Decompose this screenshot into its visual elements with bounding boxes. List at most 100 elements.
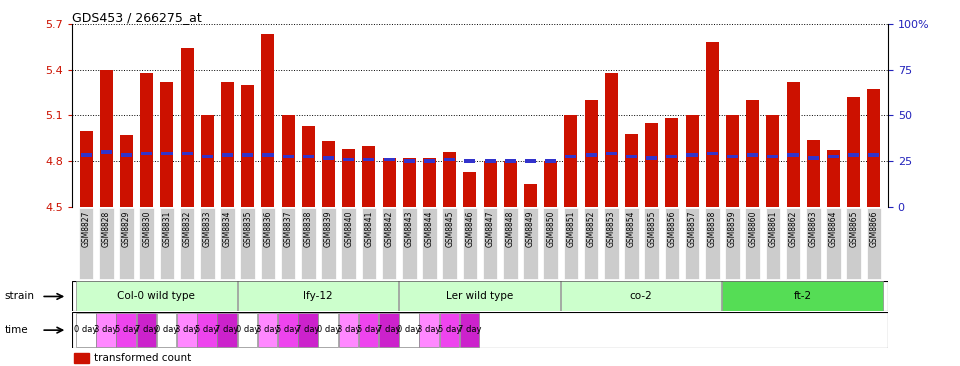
Bar	[362, 146, 375, 207]
Bar	[180, 48, 194, 207]
Bar	[120, 135, 133, 207]
Text: GSM8834: GSM8834	[223, 210, 232, 247]
Bar	[707, 152, 718, 155]
Bar	[465, 159, 475, 163]
Bar	[221, 82, 234, 207]
Bar	[80, 131, 93, 207]
Bar	[766, 115, 780, 207]
Bar	[444, 158, 455, 161]
FancyBboxPatch shape	[79, 208, 93, 279]
Bar	[767, 155, 779, 158]
Text: Ler wild type: Ler wild type	[445, 291, 514, 301]
Bar	[726, 115, 739, 207]
Text: GSM8833: GSM8833	[203, 210, 212, 247]
Text: GSM8839: GSM8839	[324, 210, 333, 247]
Bar	[827, 150, 840, 207]
Bar	[484, 161, 496, 207]
Text: GSM8849: GSM8849	[526, 210, 535, 247]
Text: GSM8852: GSM8852	[587, 210, 595, 247]
Bar	[262, 153, 274, 157]
Bar	[379, 313, 398, 347]
Bar	[525, 159, 536, 163]
Text: GSM8864: GSM8864	[829, 210, 838, 247]
Bar	[848, 153, 859, 157]
Text: 0 day: 0 day	[236, 325, 259, 334]
Text: 3 day: 3 day	[175, 325, 199, 334]
FancyBboxPatch shape	[362, 208, 376, 279]
Bar	[281, 115, 295, 207]
Text: GSM8858: GSM8858	[708, 210, 717, 247]
Bar	[343, 158, 354, 161]
FancyBboxPatch shape	[786, 208, 801, 279]
Text: ft-2: ft-2	[794, 291, 812, 301]
Bar	[545, 159, 556, 163]
Text: 3 day: 3 day	[337, 325, 360, 334]
Bar	[747, 153, 758, 157]
Bar	[460, 313, 479, 347]
Bar	[746, 100, 759, 207]
Text: strain: strain	[5, 291, 35, 301]
Bar	[238, 313, 257, 347]
Bar	[524, 184, 537, 207]
Bar	[847, 97, 860, 207]
Bar	[319, 313, 338, 347]
Text: GSM8859: GSM8859	[728, 210, 737, 247]
Text: 7 day: 7 day	[458, 325, 481, 334]
Bar	[404, 159, 415, 163]
FancyBboxPatch shape	[523, 208, 538, 279]
Bar	[136, 313, 156, 347]
FancyBboxPatch shape	[705, 208, 720, 279]
Bar	[868, 153, 879, 157]
Bar	[161, 152, 173, 155]
Bar	[140, 72, 154, 207]
Bar	[399, 313, 419, 347]
FancyBboxPatch shape	[261, 208, 276, 279]
Bar	[322, 141, 335, 207]
Text: 5 day: 5 day	[438, 325, 461, 334]
Bar	[339, 313, 358, 347]
Bar	[685, 115, 699, 207]
Bar	[282, 155, 294, 158]
Text: GSM8832: GSM8832	[182, 210, 192, 247]
FancyBboxPatch shape	[240, 208, 255, 279]
Text: 0 day: 0 day	[397, 325, 420, 334]
Text: GSM8850: GSM8850	[546, 210, 555, 247]
Bar	[74, 353, 89, 363]
Bar	[141, 152, 153, 155]
FancyBboxPatch shape	[301, 208, 316, 279]
Text: GSM8856: GSM8856	[667, 210, 677, 247]
FancyBboxPatch shape	[159, 208, 174, 279]
FancyBboxPatch shape	[503, 208, 517, 279]
Text: GSM8845: GSM8845	[445, 210, 454, 247]
Text: GSM8865: GSM8865	[850, 210, 858, 247]
Bar	[727, 155, 738, 158]
Text: 7 day: 7 day	[377, 325, 400, 334]
Text: GSM8848: GSM8848	[506, 210, 515, 247]
FancyBboxPatch shape	[483, 208, 497, 279]
Text: 0 day: 0 day	[317, 325, 340, 334]
Bar	[686, 153, 698, 157]
Bar	[626, 155, 637, 158]
Bar	[323, 156, 334, 160]
Text: GSM8837: GSM8837	[283, 210, 293, 247]
FancyBboxPatch shape	[867, 208, 881, 279]
FancyBboxPatch shape	[99, 208, 113, 279]
FancyBboxPatch shape	[281, 208, 296, 279]
FancyBboxPatch shape	[543, 208, 558, 279]
FancyBboxPatch shape	[806, 208, 821, 279]
Bar	[201, 115, 214, 207]
Bar	[806, 140, 820, 207]
Bar	[665, 118, 679, 207]
Text: GSM8829: GSM8829	[122, 210, 131, 247]
Text: transformed count: transformed count	[94, 353, 191, 363]
Bar	[241, 85, 254, 207]
FancyBboxPatch shape	[463, 208, 477, 279]
Bar	[403, 158, 416, 207]
Bar	[96, 313, 116, 347]
Bar	[382, 158, 396, 207]
Text: GSM8827: GSM8827	[82, 210, 90, 247]
FancyBboxPatch shape	[684, 208, 699, 279]
Text: 5 day: 5 day	[357, 325, 380, 334]
Bar	[217, 313, 237, 347]
Bar	[807, 156, 819, 160]
